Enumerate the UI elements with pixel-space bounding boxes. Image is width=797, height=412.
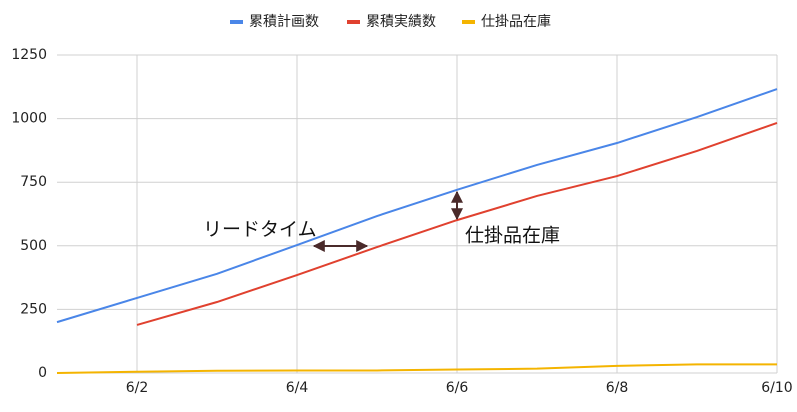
y-tick-label: 1000 (11, 111, 47, 127)
grid (57, 54, 778, 374)
y-tick-label: 750 (20, 174, 47, 190)
legend-swatch (347, 20, 360, 24)
lines (56, 88, 778, 374)
series-line (56, 363, 777, 374)
legend-label: 累積計画数 (249, 14, 319, 30)
y-tick-label: 500 (20, 238, 47, 254)
legend-label: 仕掛品在庫 (481, 13, 551, 30)
y-tick-label: 0 (38, 365, 47, 381)
legend-label: 累積実績数 (366, 14, 436, 30)
annotation: 仕掛品在庫 (465, 225, 560, 247)
annotation: リードタイム (203, 219, 317, 241)
x-tick-label: 6/10 (761, 380, 792, 396)
y-tick-label: 1250 (11, 47, 47, 63)
x-tick-label: 6/2 (126, 380, 149, 396)
series-line (56, 88, 778, 324)
legend-swatch (462, 20, 475, 24)
legend-swatch (230, 20, 243, 24)
x-tick-label: 6/4 (286, 380, 309, 396)
x-tick-label: 6/8 (606, 380, 629, 396)
y-tick-label: 250 (20, 301, 47, 317)
x-tick-label: 6/6 (446, 380, 469, 396)
